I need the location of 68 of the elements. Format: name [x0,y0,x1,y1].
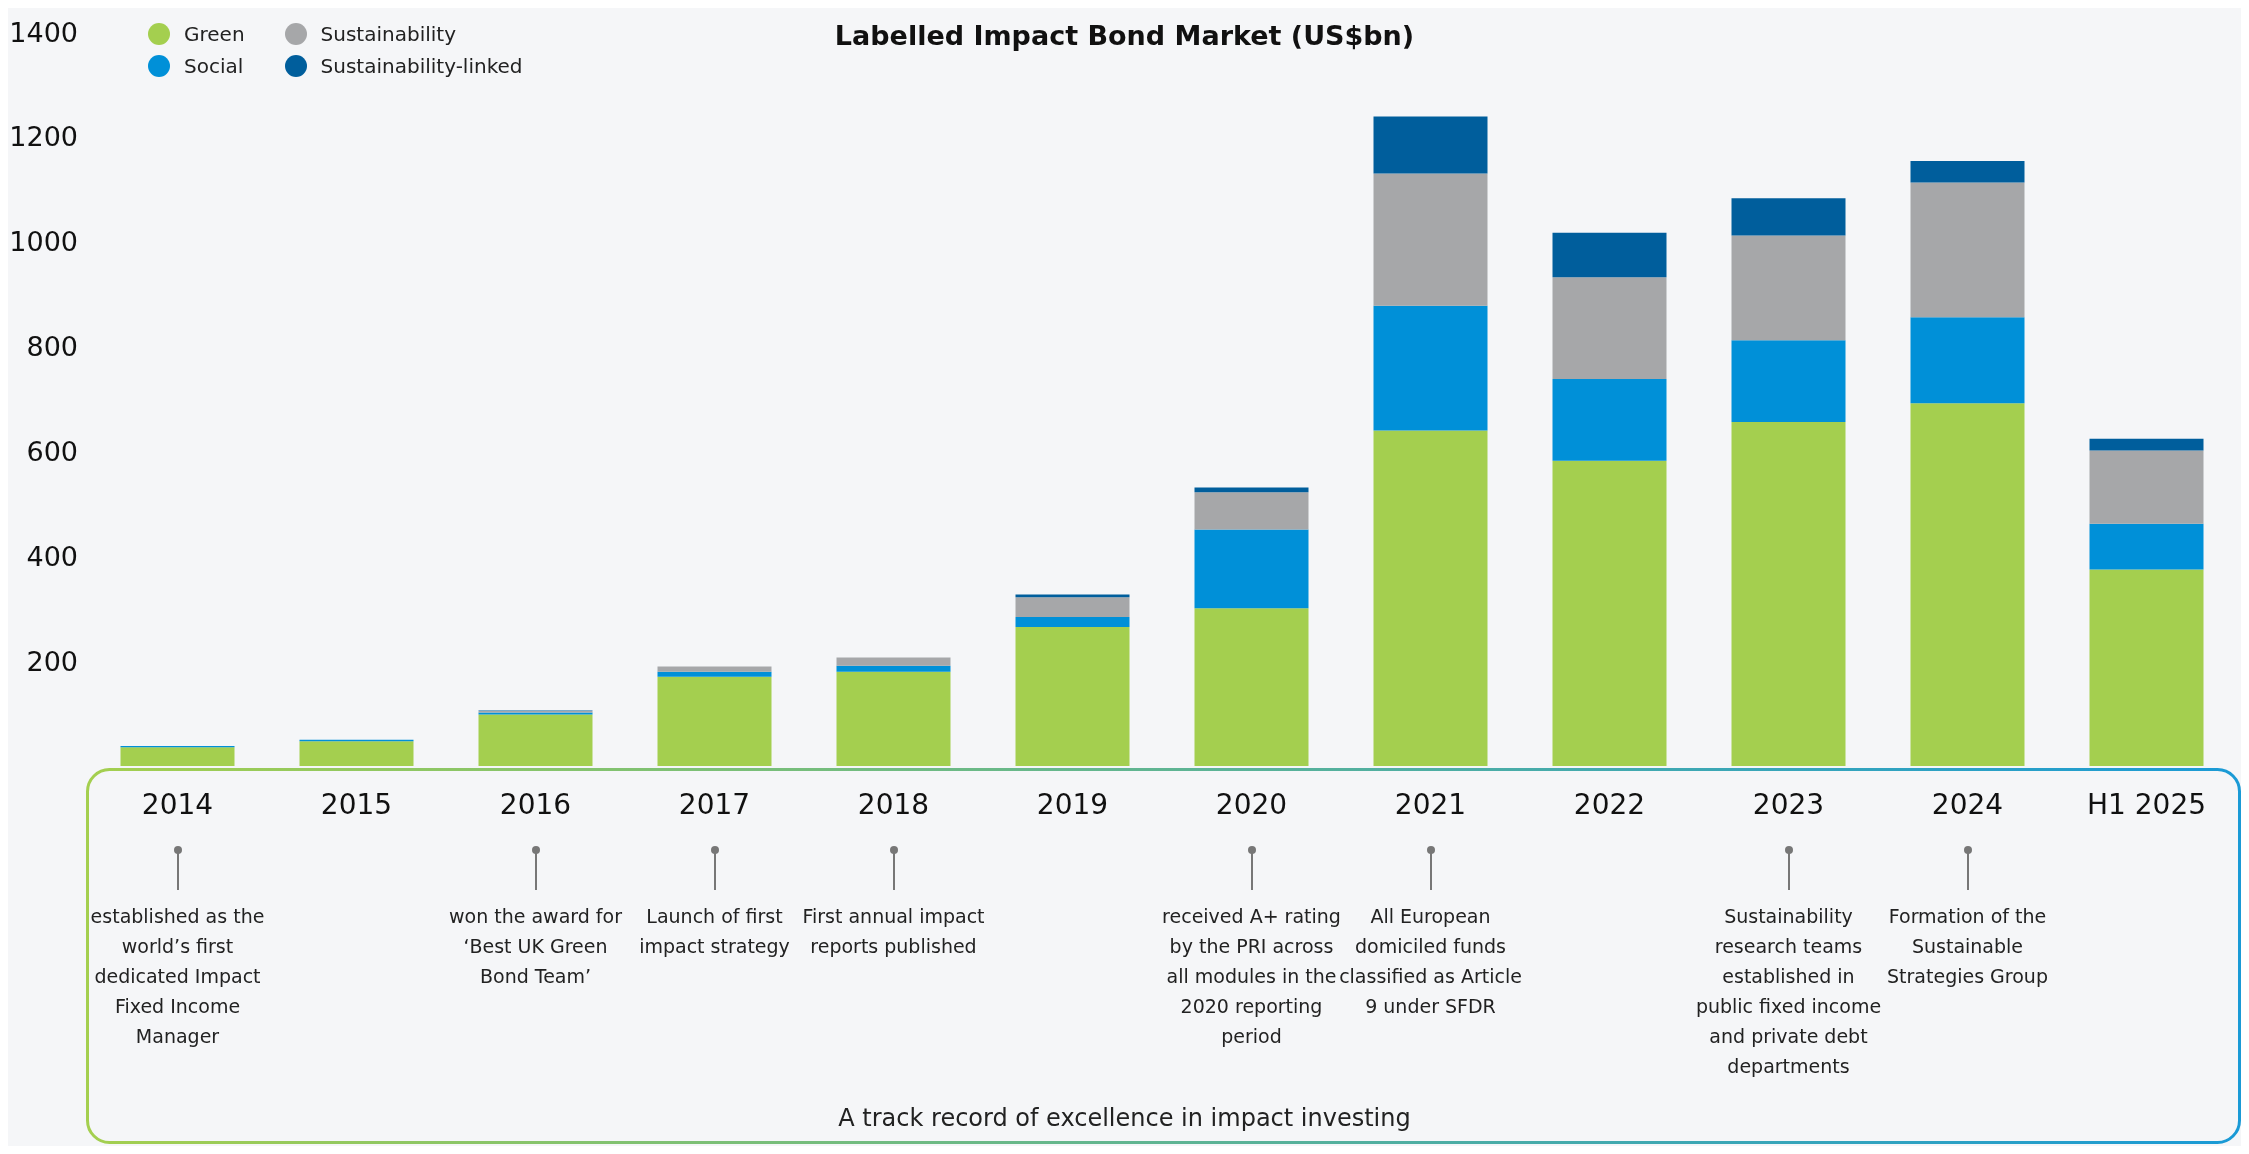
bar [1731,422,1846,766]
bar [1373,430,1488,766]
bar [1015,597,1130,618]
x-tick-label: 2018 [857,787,930,821]
bar [120,747,235,766]
legend-label: Social [184,54,244,78]
bar [1910,317,2025,404]
bar [1194,529,1309,609]
bar [1910,403,2025,766]
legend-label: Sustainability-linked [320,54,523,78]
x-tick-label: 2017 [678,787,751,821]
bar [2089,450,2204,524]
bar [1373,173,1488,306]
legend-label: Green [184,22,245,46]
y-tick-label: 1000 [9,226,78,258]
x-tick-label: 2019 [1036,787,1109,821]
legend-label: Sustainability [320,22,456,46]
bar [1731,198,1846,236]
bar [1015,617,1130,628]
bar [1194,608,1309,766]
bar [1731,235,1846,341]
bar [2089,523,2204,570]
x-tick-label: 2020 [1215,787,1288,821]
text: Sustainability research teams established in public fixed income and private debt departments [1694,904,1883,1079]
y-tick-label: 1200 [9,121,78,153]
bar [1552,379,1667,461]
x-tick-label: 2024 [1931,787,2004,821]
bar [1194,492,1309,530]
bar [1731,340,1846,423]
text: First annual impact reports published [801,904,986,959]
bar [299,741,414,766]
y-tick-label: 600 [26,436,78,468]
text: Formation of the Sustainable Strategies Group [1886,904,2049,989]
x-tick-label: 2022 [1573,787,1646,821]
bar [836,657,951,666]
x-tick-label: 2014 [141,787,214,821]
text: All European domiciled funds classified as Article 9 under SFDR [1339,905,1522,1017]
bar [836,665,951,672]
bar [1552,232,1667,278]
x-tick-label: 2021 [1394,787,1467,821]
bar [1015,627,1130,766]
bar [1910,182,2025,318]
x-tick-label: H1 2025 [2086,787,2207,821]
y-tick-label: 400 [26,540,78,572]
y-tick-label: 800 [26,331,78,363]
bar [657,671,772,677]
bar [657,676,772,766]
bar [657,666,772,672]
bar [2089,438,2204,451]
x-tick-label: 2023 [1752,787,1825,821]
text: Launch of first impact strategy [639,905,790,957]
x-tick-label: 2015 [320,787,393,821]
y-tick-label: 1400 [9,16,78,48]
bar [2089,569,2204,766]
bar [1373,305,1488,431]
text: won the award for ‘Best UK Green Bond Team’ [448,904,623,989]
text: established as the world’s first dedicated Impact Fixed Income Manager [89,904,266,1049]
text: A track record of excellence in impact investing [837,1104,1412,1132]
bar [1552,460,1667,766]
y-tick-label: 200 [26,645,78,677]
x-tick-label: 2016 [499,787,572,821]
text: received A+ rating by the PRI across all modules in the 2020 reporting period [1162,905,1341,1047]
bar [478,714,593,766]
bar [836,671,951,766]
bar [1373,116,1488,174]
bar [1910,160,2025,183]
chart-title: Labelled Impact Bond Market (US$bn) [834,20,1415,51]
bar [1552,277,1667,380]
